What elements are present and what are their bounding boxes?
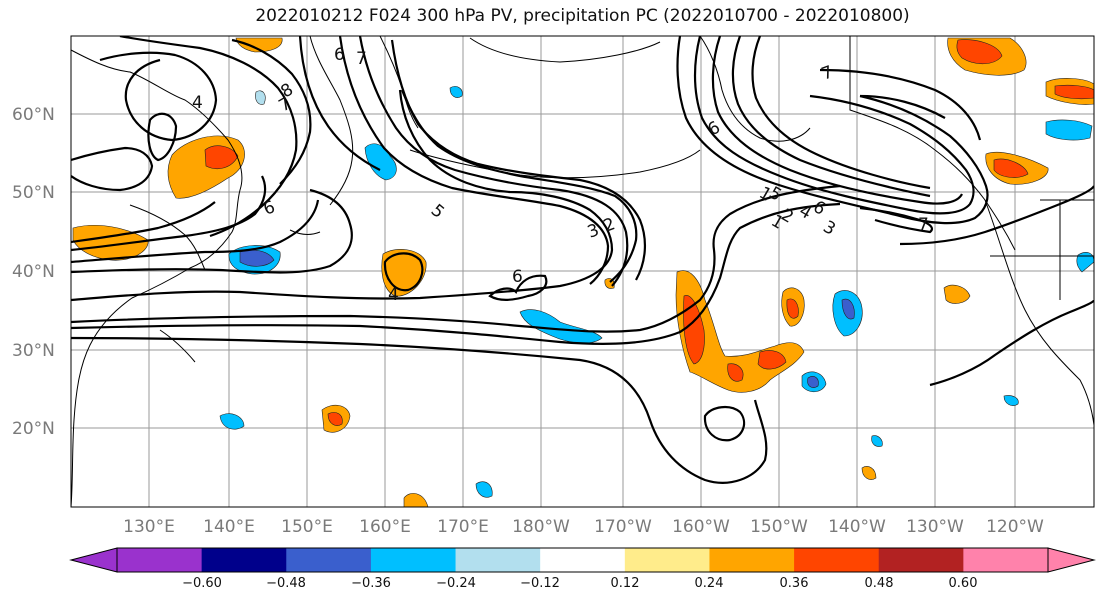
lat-label: 20°N: [12, 419, 55, 439]
lon-label: 160°W: [672, 517, 730, 537]
lat-label: 40°N: [12, 262, 55, 282]
colorbar-segment: [455, 548, 541, 572]
colorbar-tick-label: 0.24: [695, 576, 724, 591]
lat-label: 50°N: [12, 183, 55, 203]
precip-region: [204, 145, 239, 169]
precip-region: [683, 295, 705, 365]
precip-positive-shading: [72, 37, 1094, 507]
lon-label: 140°E: [203, 517, 255, 537]
contour-label: 4: [192, 93, 203, 113]
lat-label: 60°N: [12, 105, 55, 125]
precip-region: [727, 363, 744, 382]
lon-label: 120°W: [986, 517, 1044, 537]
pv-contours: [71, 36, 1094, 484]
precip-region: [475, 481, 493, 498]
precip-region: [871, 435, 883, 447]
colorbar-segment: [286, 548, 372, 572]
precip-region: [757, 350, 787, 370]
lon-label: 150°E: [281, 517, 333, 537]
colorbar-tick-label: −0.48: [266, 576, 306, 591]
colorbar-tick-label: −0.12: [520, 576, 560, 591]
lon-label: 180°W: [512, 517, 570, 537]
lat-label: 30°N: [12, 341, 55, 361]
longitude-labels: 130°E 140°E 150°E 160°E 170°E 180°W 170°…: [123, 517, 1044, 537]
colorbar-segment: [878, 548, 964, 572]
contour-label: 6: [334, 45, 345, 65]
latitude-labels: 60°N 50°N 40°N 30°N 20°N: [12, 105, 55, 439]
precip-region: [519, 309, 603, 344]
colorbar-extend-low: [69, 547, 118, 573]
colorbar-tick-label: −0.36: [351, 576, 391, 591]
precip-region: [956, 39, 1003, 65]
precip-region: [841, 298, 855, 320]
lon-label: 160°E: [359, 517, 411, 537]
precip-region: [1045, 119, 1093, 141]
colorbar-segment: [624, 548, 710, 572]
precip-region: [786, 298, 799, 319]
precip-region: [943, 284, 971, 304]
precip-region: [1054, 84, 1094, 100]
lon-label: 130°W: [906, 517, 964, 537]
colorbar-tick-label: 0.48: [865, 576, 894, 591]
colorbar-tick-labels: −0.60 −0.48 −0.36 −0.24 −0.12 0.12 0.24 …: [182, 576, 977, 591]
precip-region: [364, 143, 397, 181]
colorbar-tick-label: 0.12: [611, 576, 640, 591]
precip-region: [449, 86, 463, 98]
precip-negative-shading: [219, 86, 1094, 498]
colorbar-segment: [117, 548, 203, 572]
lon-label: 140°W: [828, 517, 886, 537]
precip-region: [403, 493, 429, 507]
colorbar: [69, 547, 1096, 573]
precip-region: [1076, 252, 1094, 273]
precip-region: [255, 90, 266, 105]
precip-region: [1003, 395, 1019, 406]
map-title: 2022010212 F024 300 hPa PV, precipitatio…: [255, 6, 910, 26]
colorbar-segment: [794, 548, 880, 572]
colorbar-tick-label: 0.60: [949, 576, 978, 591]
colorbar-segment: [709, 548, 795, 572]
precip-region: [807, 376, 819, 388]
colorbar-tick-label: 0.36: [780, 576, 809, 591]
contour-label: 4: [388, 285, 399, 305]
precip-region: [219, 413, 245, 430]
lon-label: 170°W: [594, 517, 652, 537]
colorbar-tick-label: −0.24: [436, 576, 476, 591]
contour-label: 7: [356, 49, 367, 69]
colorbar-outline: [116, 547, 1049, 573]
precip-region: [861, 466, 877, 480]
contour-label: 7: [918, 215, 929, 235]
colorbar-tick-label: −0.60: [182, 576, 222, 591]
colorbar-extend-high: [1047, 547, 1096, 573]
lon-label: 130°E: [123, 517, 175, 537]
colorbar-segment: [201, 548, 287, 572]
precip-region: [235, 37, 283, 53]
map-frame: [70, 35, 1095, 508]
colorbar-segment: [540, 548, 626, 572]
gridlines: [71, 36, 1094, 507]
contour-label: 6: [512, 267, 523, 287]
colorbar-segment: [370, 548, 457, 572]
colorbar-segment: [963, 548, 1049, 572]
lon-label: 170°E: [437, 517, 489, 537]
lon-label: 150°W: [750, 517, 808, 537]
precip-region: [993, 158, 1029, 178]
precip-region: [327, 412, 343, 426]
